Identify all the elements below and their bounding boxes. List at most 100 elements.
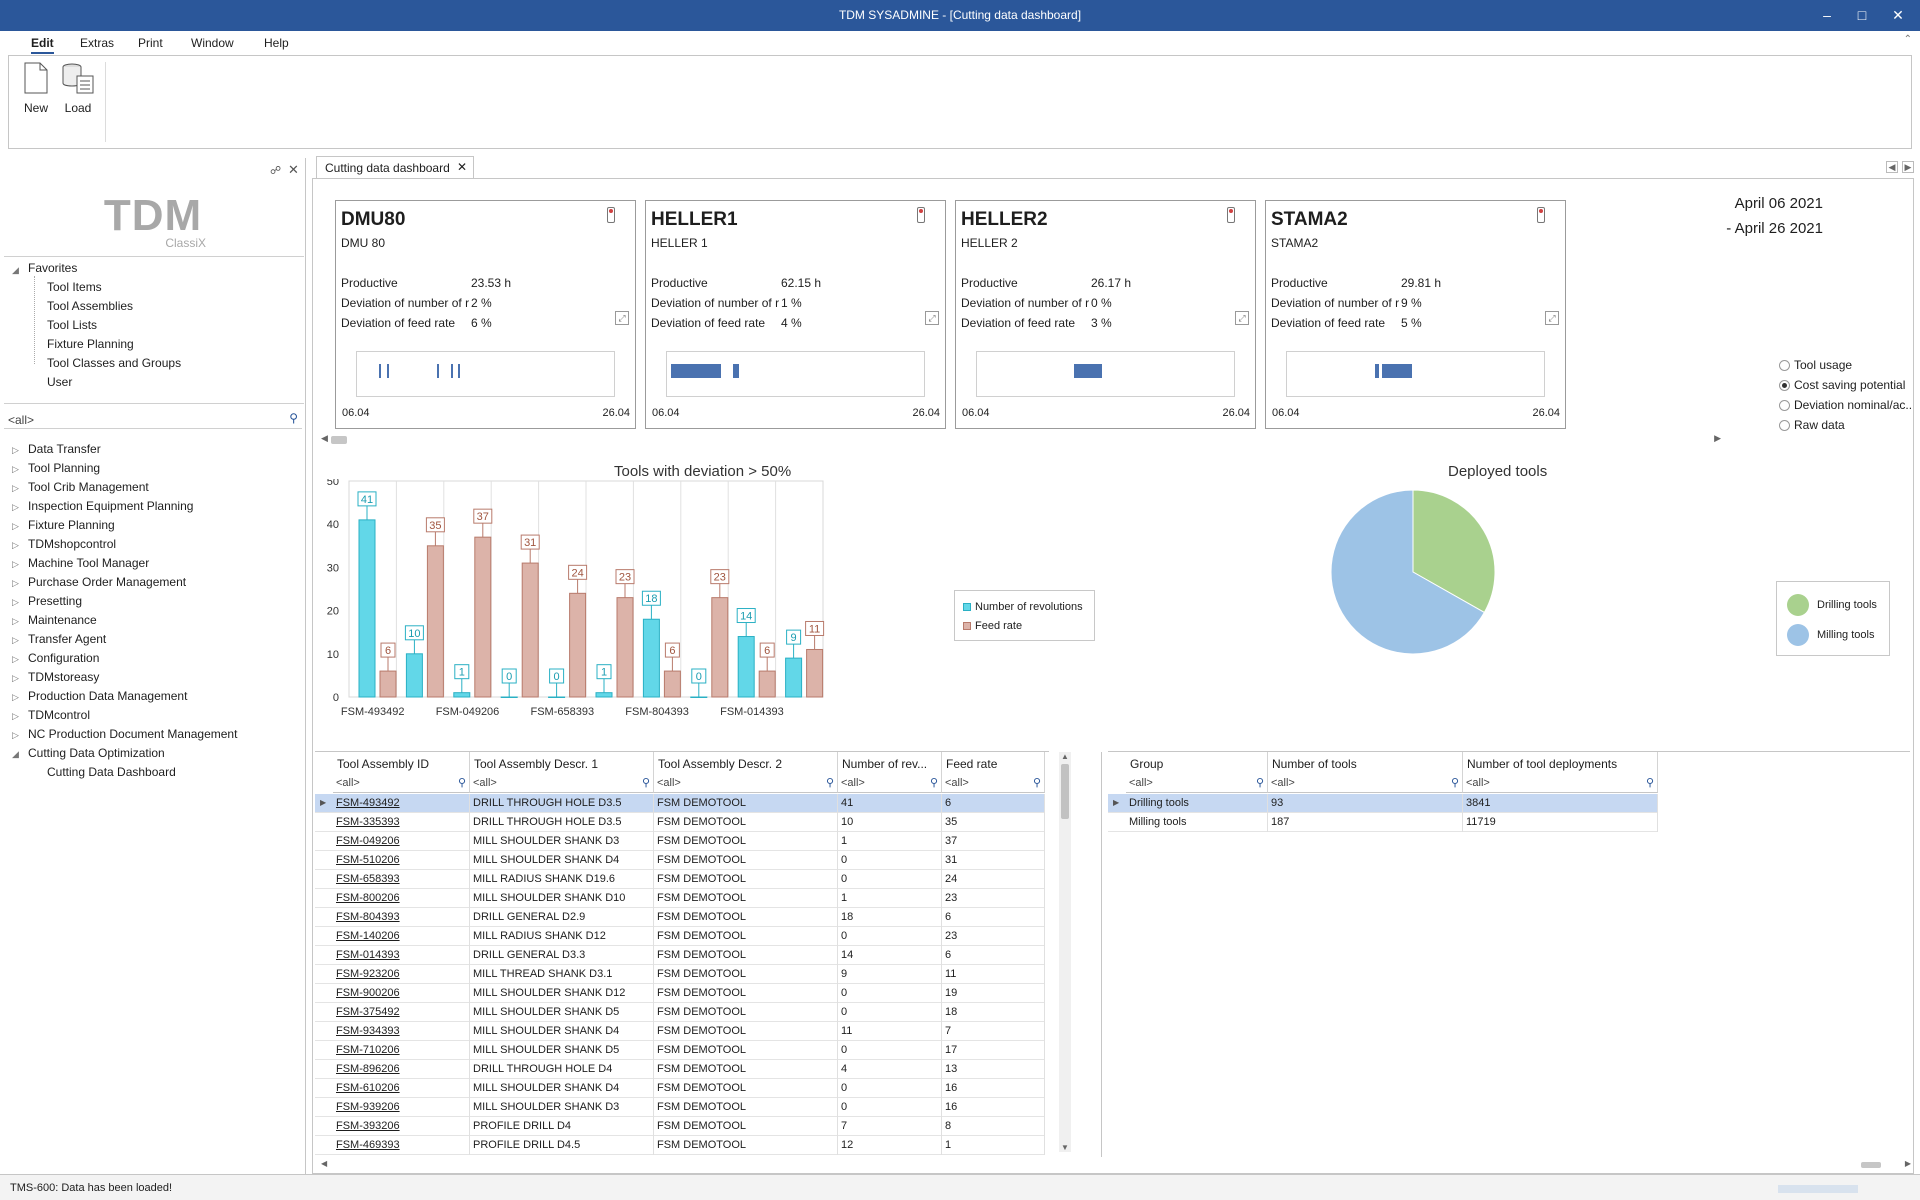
filter-search-icon[interactable]: ⚲ — [641, 777, 650, 789]
column-header[interactable]: Group — [1126, 752, 1268, 774]
table-row[interactable]: FSM-658393 MILL RADIUS SHANK D19.6 FSM DEM… — [315, 870, 1045, 889]
menu-help[interactable]: Help — [264, 36, 289, 50]
column-header[interactable]: Number of rev... — [838, 752, 942, 774]
assembly-id-link[interactable]: FSM-896206 — [333, 1060, 470, 1079]
assembly-id-link[interactable]: FSM-393206 — [333, 1117, 470, 1136]
filter-search-icon[interactable]: ⚲ — [1645, 777, 1654, 789]
machine-card[interactable]: HELLER1 HELLER 1 Productive 62.15 h Deviatio… — [645, 200, 946, 429]
machine-card[interactable]: DMU80 DMU 80 Productive 23.53 h Deviation of… — [335, 200, 636, 429]
column-filter-input[interactable]: <all> ⚲ — [1268, 774, 1463, 793]
filter-search-icon[interactable]: ⚲ — [1450, 777, 1459, 789]
expand-icon[interactable]: ▷ — [12, 730, 19, 740]
column-header[interactable]: Tool Assembly Descr. 2 — [654, 752, 838, 774]
option-deviation[interactable]: Deviation nominal/ac.. — [1779, 398, 1912, 418]
module-node[interactable]: Data Transfer — [28, 442, 101, 456]
filter-search-icon[interactable]: ⚲ — [929, 777, 938, 789]
close-button[interactable]: ✕ — [1892, 7, 1904, 23]
module-node[interactable]: Purchase Order Management — [28, 575, 187, 589]
menu-edit[interactable]: Edit — [31, 36, 54, 54]
table-row[interactable]: FSM-939206 MILL SHOULDER SHANK D3 FSM DEMO… — [315, 1098, 1045, 1117]
module-node[interactable]: Production Data Management — [28, 689, 188, 703]
tab-cutting-data-dashboard[interactable]: Cutting data dashboard ✕ — [316, 156, 474, 178]
expand-icon[interactable]: ▷ — [12, 578, 19, 588]
assembly-id-link[interactable]: FSM-710206 — [333, 1041, 470, 1060]
scroll-left-icon[interactable]: ◀ — [321, 433, 328, 443]
assembly-id-link[interactable]: FSM-049206 — [333, 832, 470, 851]
column-filter-input[interactable]: <all> ⚲ — [838, 774, 942, 793]
assembly-id-link[interactable]: FSM-335393 — [333, 813, 470, 832]
column-filter-input[interactable]: <all> ⚲ — [333, 774, 470, 793]
expand-icon[interactable]: ⤢ — [1545, 311, 1559, 325]
column-filter-input[interactable]: <all> ⚲ — [1126, 774, 1268, 793]
column-filter-input[interactable]: <all> ⚲ — [654, 774, 838, 793]
filter-search-icon[interactable]: ⚲ — [1032, 777, 1041, 789]
table-row[interactable]: FSM-375492 MILL SHOULDER SHANK D5 FSM DEMO… — [315, 1003, 1045, 1022]
expand-icon[interactable]: ▷ — [12, 483, 19, 493]
bottom-scrollbar[interactable]: ◀ ▶ — [321, 1159, 1911, 1171]
module-node[interactable]: Presetting — [28, 594, 83, 608]
module-node[interactable]: Fixture Planning — [28, 518, 115, 532]
scroll-right-icon[interactable]: ▶ — [1904, 1159, 1911, 1168]
assembly-id-link[interactable]: FSM-140206 — [333, 927, 470, 946]
scroll-tabs-left-icon[interactable]: ◀ — [1886, 161, 1898, 173]
expand-icon[interactable]: ▷ — [12, 711, 19, 721]
expand-icon[interactable]: ▷ — [12, 673, 19, 683]
favorite-tool-classes[interactable]: Tool Classes and Groups — [47, 356, 182, 370]
column-filter-input[interactable]: <all> ⚲ — [1463, 774, 1658, 793]
menu-extras[interactable]: Extras — [80, 36, 115, 50]
expand-icon[interactable]: ▷ — [12, 635, 19, 645]
menu-window[interactable]: Window — [191, 36, 234, 50]
module-node[interactable]: Machine Tool Manager — [28, 556, 150, 570]
expand-icon[interactable]: ▷ — [12, 540, 19, 550]
minimize-button[interactable]: – — [1823, 7, 1831, 23]
assembly-id-link[interactable]: FSM-800206 — [333, 889, 470, 908]
filter-search-icon[interactable]: ⚲ — [825, 777, 834, 789]
expand-icon[interactable]: ▷ — [12, 521, 19, 531]
table-row[interactable]: ▶ Drilling tools 93 3841 — [1108, 794, 1658, 813]
assembly-id-link[interactable]: FSM-658393 — [333, 870, 470, 889]
table-row[interactable]: FSM-510206 MILL SHOULDER SHANK D4 FSM DEMO… — [315, 851, 1045, 870]
module-node[interactable]: TDMshopcontrol — [28, 537, 117, 551]
assembly-id-link[interactable]: FSM-934393 — [333, 1022, 470, 1041]
expand-icon[interactable]: ▷ — [12, 692, 19, 702]
expand-icon[interactable]: ▷ — [12, 616, 19, 626]
module-node[interactable]: NC Production Document Management — [28, 727, 238, 741]
filter-search-icon[interactable]: ⚲ — [457, 777, 466, 789]
table-row[interactable]: Milling tools 187 11719 — [1108, 813, 1658, 832]
favorite-user[interactable]: User — [47, 375, 73, 389]
table-row[interactable]: FSM-469393 PROFILE DRILL D4.5 FSM DEMOTOOL… — [315, 1136, 1045, 1155]
scroll-thumb[interactable] — [1061, 764, 1069, 819]
assembly-id-link[interactable]: FSM-014393 — [333, 946, 470, 965]
menu-print[interactable]: Print — [138, 36, 163, 50]
collapse-ribbon-icon[interactable]: ⌃ — [1903, 34, 1912, 45]
module-node[interactable]: Inspection Equipment Planning — [28, 499, 194, 513]
assembly-id-link[interactable]: FSM-375492 — [333, 1003, 470, 1022]
table-row[interactable]: FSM-014393 DRILL GENERAL D3.3 FSM DEMOTOOL… — [315, 946, 1045, 965]
close-panel-icon[interactable]: ✕ — [288, 162, 299, 177]
expand-icon[interactable]: ▷ — [12, 654, 19, 664]
machine-card[interactable]: HELLER2 HELLER 2 Productive 26.17 h Deviatio… — [955, 200, 1256, 429]
assembly-id-link[interactable]: FSM-510206 — [333, 851, 470, 870]
close-tab-icon[interactable]: ✕ — [456, 160, 467, 174]
expand-icon[interactable]: ▷ — [12, 464, 19, 474]
module-node[interactable]: TDMcontrol — [28, 708, 91, 722]
table-row[interactable]: FSM-610206 MILL SHOULDER SHANK D4 FSM DEMO… — [315, 1079, 1045, 1098]
assembly-id-link[interactable]: FSM-939206 — [333, 1098, 470, 1117]
new-button[interactable]: New — [17, 62, 55, 115]
table-row[interactable]: FSM-896206 DRILL THROUGH HOLE D4 FSM DEMOT… — [315, 1060, 1045, 1079]
table-row[interactable]: FSM-934393 MILL SHOULDER SHANK D4 FSM DEMO… — [315, 1022, 1045, 1041]
load-button[interactable]: Load — [59, 62, 97, 115]
favorite-tool-lists[interactable]: Tool Lists — [47, 318, 98, 332]
collapse-favorites-icon[interactable]: ◢ — [12, 265, 19, 275]
column-header[interactable]: Number of tool deployments — [1463, 752, 1658, 774]
module-node[interactable]: Tool Crib Management — [28, 480, 149, 494]
favorite-tool-assemblies[interactable]: Tool Assemblies — [47, 299, 134, 313]
option-raw-data[interactable]: Raw data — [1779, 418, 1912, 438]
module-sub-item[interactable]: Cutting Data Dashboard — [47, 765, 176, 779]
column-filter-input[interactable]: <all> ⚲ — [942, 774, 1045, 793]
scroll-thumb[interactable] — [331, 436, 347, 444]
assembly-id-link[interactable]: FSM-923206 — [333, 965, 470, 984]
scroll-up-icon[interactable]: ▲ — [1061, 752, 1069, 761]
scroll-tabs-right-icon[interactable]: ▶ — [1902, 161, 1914, 173]
grid-splitter[interactable] — [1101, 752, 1102, 1157]
